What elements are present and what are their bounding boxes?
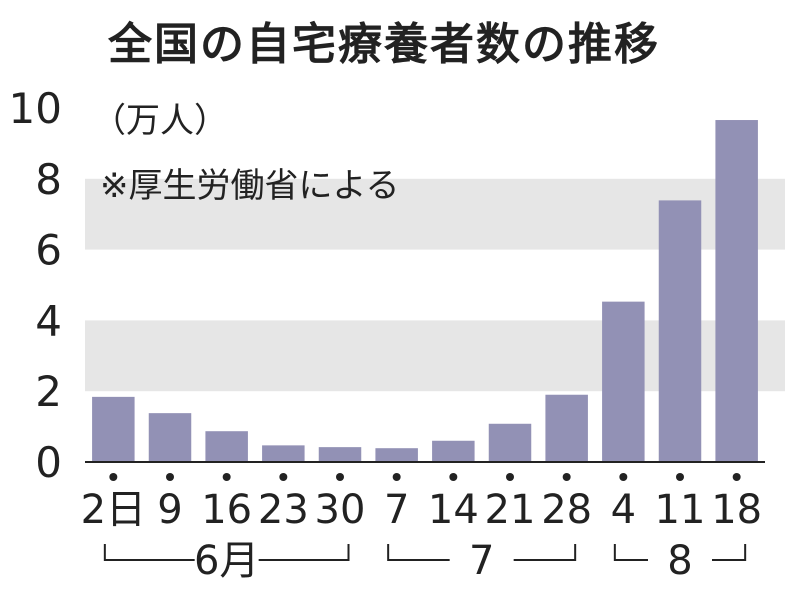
- x-dot: [676, 473, 684, 481]
- y-tick-label: 4: [35, 296, 62, 345]
- x-dot: [166, 473, 174, 481]
- y-tick-label: 8: [35, 155, 62, 204]
- x-tick-label: 4: [611, 487, 636, 533]
- bar-9: [602, 301, 645, 462]
- y-tick-label: 0: [35, 438, 62, 487]
- bar-3: [262, 445, 305, 462]
- x-tick-label: 18: [711, 487, 762, 533]
- bars: [92, 120, 758, 463]
- month-label: 7: [469, 538, 494, 584]
- x-dot: [109, 473, 118, 481]
- bar-8: [545, 394, 588, 462]
- bar-11: [715, 120, 758, 462]
- x-axis-ticks: 2日 9 16 23 30 7 14 21 28 4 11 18: [81, 487, 763, 533]
- x-tick-label: 9: [157, 487, 182, 533]
- x-tick-label: 11: [655, 487, 706, 533]
- bar-2: [205, 431, 248, 462]
- month-bracket: [387, 544, 577, 561]
- x-dot: [732, 473, 741, 481]
- bar-6: [432, 440, 475, 462]
- x-dot: [279, 473, 288, 481]
- x-tick-label: 14: [428, 487, 479, 533]
- month-bracket: [613, 544, 747, 561]
- month-label: 6月: [194, 538, 259, 584]
- x-tick-label: 28: [541, 487, 592, 533]
- y-axis-ticks: 0 2 4 6 8 10: [9, 84, 62, 487]
- bar-7: [488, 423, 532, 462]
- x-tick-label: 21: [485, 487, 536, 533]
- unit-label: （万人）: [92, 101, 228, 141]
- x-dot: [619, 473, 628, 481]
- month-groups: 6月 7 8: [103, 538, 747, 584]
- month-label: 8: [667, 538, 692, 584]
- x-dot: [392, 473, 401, 481]
- bar-10: [658, 200, 702, 463]
- month-bracket: [103, 544, 350, 561]
- bar-1: [148, 413, 192, 462]
- x-dot: [336, 473, 344, 481]
- bar-0: [92, 396, 135, 462]
- x-tick-label: 23: [258, 487, 309, 533]
- x-tick-label: 2日: [81, 487, 146, 533]
- x-tick-label: 30: [315, 487, 366, 533]
- y-tick-label: 10: [9, 84, 62, 133]
- x-axis-dots: [109, 473, 741, 481]
- source-note: ※厚生労働省による: [100, 166, 399, 206]
- bar-4: [318, 447, 362, 462]
- chart-title: 全国の自宅療養者数の推移: [108, 19, 660, 70]
- x-dot: [506, 473, 514, 481]
- x-dot: [449, 473, 458, 481]
- x-dot: [562, 473, 571, 481]
- y-tick-label: 2: [35, 367, 62, 416]
- x-tick-label: 16: [201, 487, 252, 533]
- y-tick-label: 6: [35, 226, 62, 275]
- x-dot: [222, 473, 231, 481]
- x-tick-label: 7: [384, 487, 409, 533]
- bar-5: [375, 448, 418, 462]
